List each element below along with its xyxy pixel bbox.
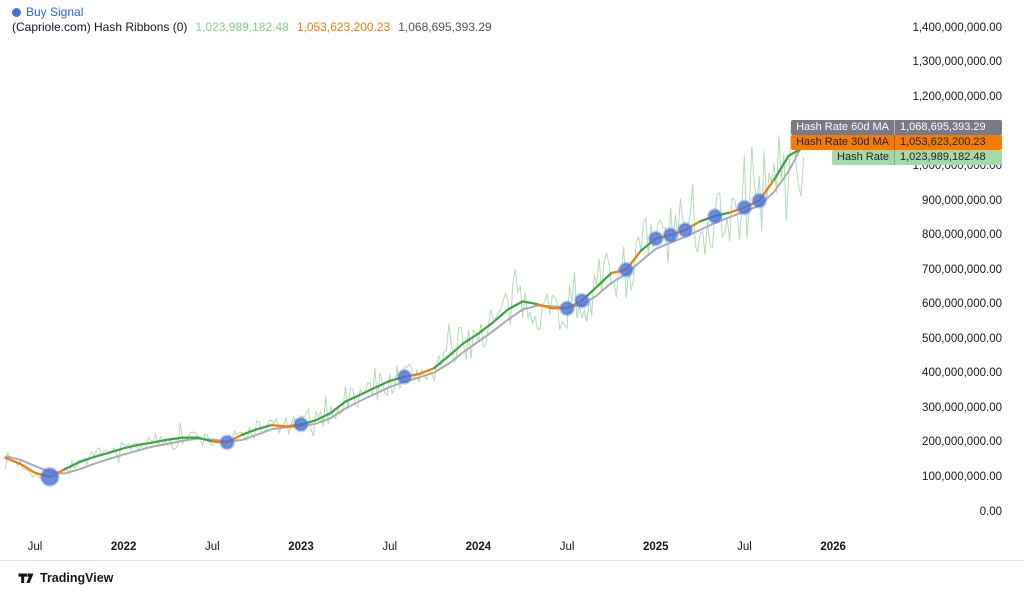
tradingview-logo-icon[interactable] (18, 570, 34, 586)
buy-signal-marker (396, 368, 413, 385)
price-axis-label: 0.00 (979, 505, 1002, 518)
indicator-value-ma60: 1,068,695,393.29 (398, 20, 492, 34)
price-label-ma30-name: Hash Rate 30d MA (796, 136, 889, 149)
price-axis-label: 400,000,000.00 (922, 367, 1002, 380)
buy-signal-marker (736, 199, 753, 216)
price-label-ma60-value: 1,068,695,393.29 (894, 120, 1002, 136)
price-axis-label: 1,400,000,000.00 (912, 21, 1002, 34)
price-label-ma30-value: 1,053,623,200.23 (894, 135, 1002, 151)
tradingview-brand-text[interactable]: TradingView (40, 570, 114, 585)
bottom-toolbar: TradingView (0, 560, 1024, 594)
price-axis-label: 900,000,000.00 (922, 194, 1002, 207)
price-axis-label: 200,000,000.00 (922, 436, 1002, 449)
buy-signal-marker (219, 434, 236, 451)
buy-signal-marker (39, 466, 60, 487)
price-label-ma30: Hash Rate 30d MA 1,053,623,200.23 (791, 135, 1002, 151)
hash-rate-30d-line (240, 424, 273, 436)
time-axis-label: 2025 (642, 541, 669, 553)
hash-rate-30d-line (580, 272, 613, 302)
buy-signal-marker (647, 230, 664, 247)
price-axis-label: 700,000,000.00 (922, 263, 1002, 276)
time-axis-label: Jul (737, 541, 752, 553)
time-axis-label: Jul (27, 541, 43, 553)
hash-rate-30d-line-capitulation (728, 178, 776, 214)
legend-buy-signal[interactable]: Buy Signal (12, 5, 83, 19)
buy-signal-dot-icon (12, 7, 21, 17)
buy-signal-label: Buy Signal (26, 5, 84, 19)
price-axis-label: 1,300,000,000.00 (912, 56, 1002, 69)
hash-rate-30d-line (63, 436, 214, 471)
buy-signal-marker (618, 261, 635, 278)
buy-signal-marker (751, 192, 768, 209)
hash-rate-60d-line (5, 141, 805, 475)
price-axis-label: 500,000,000.00 (922, 332, 1002, 345)
indicator-title-row[interactable]: (Capriole.com) Hash Ribbons (0) 1,023,98… (12, 20, 492, 34)
time-axis-label: 2024 (465, 541, 492, 553)
hash-rate-30d-line-capitulation (654, 220, 702, 240)
buy-signal-marker (573, 292, 590, 309)
time-axis-label: Jul (382, 541, 398, 553)
hash-rate-30d-line (433, 300, 539, 370)
time-axis-label: Jul (205, 541, 220, 553)
price-label-hash-value: 1,023,989,182.48 (894, 150, 1002, 166)
buy-signal-marker (293, 416, 309, 433)
price-axis-label: 800,000,000.00 (922, 229, 1002, 242)
buy-signal-marker (706, 208, 723, 225)
price-label-hash-name: Hash Rate (837, 151, 889, 164)
indicator-value-ma30: 1,053,623,200.23 (296, 20, 391, 34)
hash-rate-30d-line (772, 146, 805, 181)
time-axis-label: 2026 (820, 541, 846, 553)
indicator-value-hash-rate: 1,023,989,182.48 (195, 20, 289, 34)
price-label-ma60-name: Hash Rate 60d MA (796, 121, 889, 134)
hash-rate-raw-line (4, 125, 805, 480)
price-axis-label: 600,000,000.00 (922, 298, 1002, 311)
hash-rate-30d-line-capitulation (536, 299, 584, 310)
time-axis-label: 2022 (110, 541, 137, 553)
hash-rate-30d-line (299, 375, 406, 426)
buy-signal-marker (559, 300, 576, 317)
price-axis-label: 300,000,000.00 (922, 401, 1002, 414)
indicator-name: (Capriole.com) Hash Ribbons (0) (12, 20, 188, 34)
price-label-hash-rate: Hash Rate 1,023,989,182.48 (832, 150, 1002, 166)
time-axis-label: 2023 (288, 541, 314, 553)
price-axis-label: 100,000,000.00 (922, 470, 1002, 483)
price-axis-label: 1,200,000,000.00 (912, 90, 1002, 103)
price-label-ma60: Hash Rate 60d MA 1,068,695,393.29 (791, 120, 1002, 136)
time-axis-label: Jul (559, 541, 575, 553)
buy-signal-marker (677, 221, 694, 238)
buy-signal-marker (662, 227, 679, 244)
